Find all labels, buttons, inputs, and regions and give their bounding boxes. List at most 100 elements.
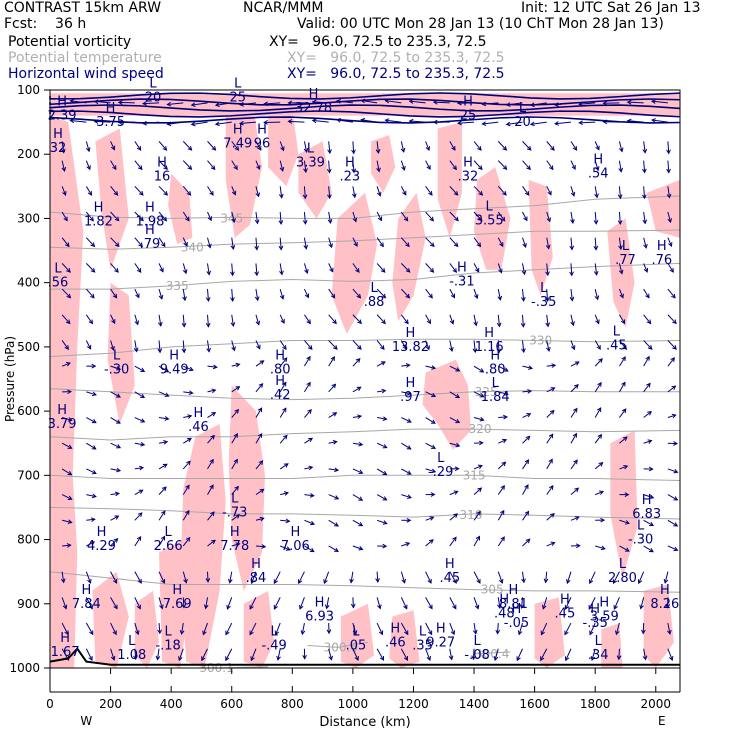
wind-vector <box>473 416 485 422</box>
wind-vector <box>158 141 168 151</box>
wind-vector <box>328 356 335 367</box>
wind-vector <box>276 648 281 661</box>
wind-vector <box>376 519 388 525</box>
wind-vector <box>522 186 530 196</box>
extremum-47: L2.80 <box>608 557 637 586</box>
wind-vector <box>158 463 168 470</box>
wind-vector <box>400 571 406 584</box>
wind-vector <box>182 460 191 470</box>
wind-vector <box>181 597 187 609</box>
wind-vector <box>425 622 433 636</box>
wind-vector <box>497 211 506 222</box>
wind-vector <box>400 340 407 350</box>
wind-vector <box>328 439 338 445</box>
extremum-value: 3.55 <box>475 213 504 228</box>
extremum-type: L <box>519 101 527 116</box>
wind-vector <box>401 494 412 499</box>
pv-region-2 <box>95 128 129 270</box>
extremum-53: H7.69 <box>163 583 192 612</box>
wind-vector <box>449 597 457 610</box>
extremum-type: H <box>484 326 494 341</box>
wind-vector <box>86 541 96 547</box>
wind-vector <box>85 211 94 222</box>
wind-vector <box>304 409 312 418</box>
extremum-type: H <box>290 525 300 540</box>
wind-vector <box>495 623 501 635</box>
wind-vector <box>255 432 263 444</box>
theta-contour-340 <box>49 229 681 250</box>
extremum-type: L <box>128 634 136 649</box>
wind-vector <box>665 597 671 609</box>
wind-vector <box>158 211 168 222</box>
wind-vector <box>304 465 314 471</box>
wind-vector <box>643 237 648 249</box>
pv-region-19 <box>646 179 680 238</box>
wind-vector <box>61 622 69 636</box>
wind-vector <box>326 160 332 174</box>
wind-vector <box>231 186 237 196</box>
wind-vector <box>637 571 645 585</box>
extremum-value: .45 <box>555 606 576 621</box>
wind-vector <box>618 381 626 393</box>
wind-vector <box>570 186 576 197</box>
wind-vector <box>425 648 431 661</box>
wind-vector <box>498 414 508 420</box>
wind-vector <box>255 407 263 418</box>
wind-vector <box>287 119 305 124</box>
wind-vector <box>377 388 387 394</box>
extremum-type: L <box>540 281 548 296</box>
wind-vector <box>570 211 575 224</box>
wind-vector <box>400 211 409 222</box>
wind-vector <box>593 237 599 251</box>
wind-vector <box>158 486 167 495</box>
wind-vector <box>400 622 409 636</box>
extremum-value: 1.16 <box>475 340 504 355</box>
pv-region-20 <box>92 571 129 668</box>
wind-vector <box>352 414 363 419</box>
wind-vector <box>303 263 309 275</box>
pv-region-3 <box>107 282 135 424</box>
extremum-13: H.79 <box>140 223 161 252</box>
pv-shading-layer <box>50 93 680 668</box>
wind-vector <box>158 237 166 248</box>
wind-vector <box>61 237 70 248</box>
extremum-10: H16 <box>154 156 171 185</box>
wind-vector <box>449 490 459 496</box>
wind-vector <box>522 237 527 249</box>
wind-vector <box>202 622 208 636</box>
wind-vector <box>134 622 140 636</box>
extremum-16: H.32 <box>458 156 479 185</box>
wind-vector <box>473 391 485 398</box>
extremum-value: 3.59 <box>590 610 619 625</box>
wind-vector <box>594 141 600 151</box>
wind-vector <box>207 186 214 196</box>
wind-vector <box>569 263 574 277</box>
x-axis-label: Distance (km) <box>319 715 410 730</box>
wind-vector <box>618 263 624 275</box>
extremum-value: .32 <box>458 170 479 185</box>
theta-label-300.4: 300.4 <box>475 647 509 661</box>
extremum-type: H <box>169 348 179 363</box>
extremum-43: H7.06 <box>281 525 310 554</box>
extremum-value: -.30 <box>628 533 653 548</box>
wind-vector <box>158 288 164 300</box>
wind-vector <box>182 509 190 521</box>
wind-vector <box>302 648 307 660</box>
wind-vector <box>522 538 531 547</box>
wind-vector <box>376 288 387 299</box>
wind-vector <box>498 365 509 372</box>
extremum-26: L-.35 <box>531 281 556 310</box>
wind-vector <box>134 141 142 151</box>
wind-vector <box>110 622 117 636</box>
extremum-value: 7.06 <box>281 539 310 554</box>
wind-vector <box>352 237 358 248</box>
wind-vector <box>588 571 596 585</box>
extremum-value: .88 <box>364 295 385 310</box>
wind-vector <box>473 237 482 248</box>
wind-vector <box>617 186 623 200</box>
extremum-type: H <box>230 525 240 540</box>
extremum-37: L-.29 <box>428 451 453 480</box>
wind-vector <box>473 288 479 300</box>
pv-region-12 <box>392 192 426 322</box>
